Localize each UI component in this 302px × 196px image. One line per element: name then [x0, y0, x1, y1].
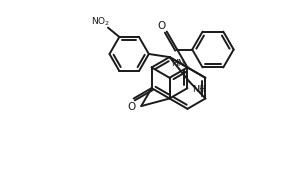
Text: O: O [158, 21, 166, 31]
Text: O: O [127, 103, 136, 113]
Text: NH: NH [192, 85, 206, 94]
Text: NO$_2$: NO$_2$ [91, 15, 111, 28]
Text: HN: HN [171, 59, 185, 68]
